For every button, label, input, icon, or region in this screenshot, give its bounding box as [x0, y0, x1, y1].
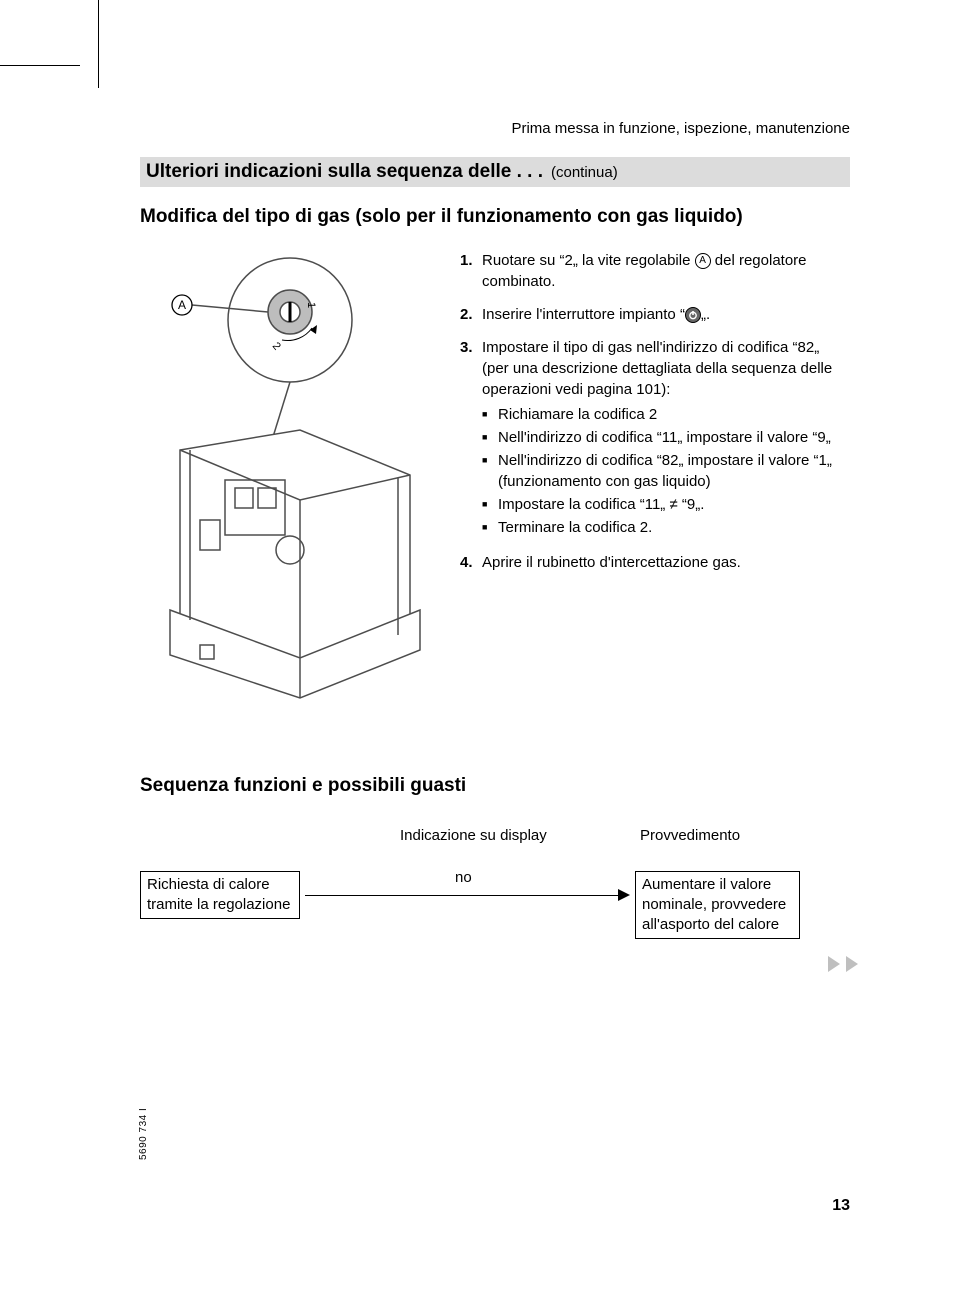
svg-text:1: 1	[305, 302, 317, 308]
circled-a-icon: A	[695, 253, 711, 269]
title-band: Ulteriori indicazioni sulla sequenza del…	[140, 157, 850, 187]
flow-arrow-line	[305, 895, 620, 897]
flow-col-right: Provvedimento	[640, 827, 740, 844]
section2-heading: Sequenza funzioni e possibili guasti	[140, 775, 850, 797]
flowchart: Indicazione su display Provvedimento Ric…	[140, 827, 850, 997]
step-3-bullets: Richiamare la codifica 2 Nell'indirizzo …	[482, 404, 850, 538]
continue-icon	[826, 956, 860, 972]
step-3: 3. Impostare il tipo di gas nell'indiriz…	[460, 337, 850, 540]
figure-label-a: A	[178, 298, 186, 312]
flow-arrow-head-icon	[618, 889, 630, 901]
steps-list: 1. Ruotare su “2„ la vite regolabile A d…	[460, 250, 850, 705]
step-4: 4. Aprire il rubinetto d'intercettazione…	[460, 552, 850, 573]
flow-box-right: Aumentare il valore nominale, provvedere…	[635, 871, 800, 940]
page-content: Prima messa in funzione, ispezione, manu…	[140, 120, 850, 997]
boiler-figure: A 1 2	[140, 250, 430, 705]
crop-mark-horizontal	[0, 65, 80, 66]
power-icon	[685, 307, 701, 323]
flow-col-mid: Indicazione su display	[400, 827, 550, 844]
band-title: Ulteriori indicazioni sulla sequenza del…	[146, 161, 543, 183]
crop-mark-vertical	[98, 0, 99, 88]
step-1: 1. Ruotare su “2„ la vite regolabile A d…	[460, 250, 850, 292]
band-continued: (continua)	[551, 164, 618, 181]
breadcrumb: Prima messa in funzione, ispezione, manu…	[140, 120, 850, 137]
side-code: 5690 734 I	[138, 1108, 149, 1160]
flow-arrow-label: no	[455, 869, 472, 886]
page-number: 13	[832, 1197, 850, 1215]
flow-box-left: Richiesta di calore tramite la regolazio…	[140, 871, 300, 920]
step-2: 2. Inserire l'interruttore impianto “„.	[460, 304, 850, 325]
section-heading: Modifica del tipo di gas (solo per il fu…	[140, 205, 850, 230]
